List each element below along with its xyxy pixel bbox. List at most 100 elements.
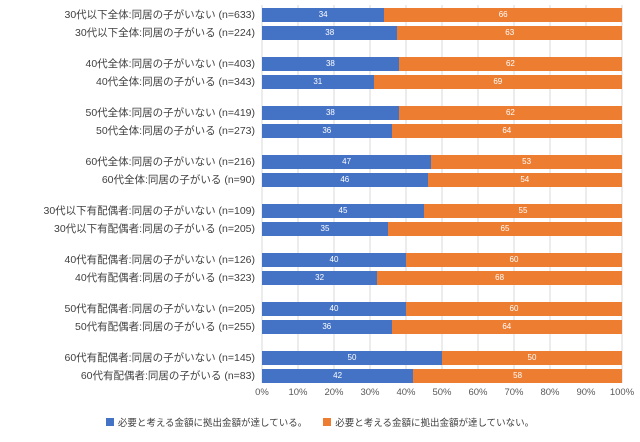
value-label: 45: [338, 206, 348, 215]
bar-row: 60代有配偶者:同居の子がいる (n=83) 42 58: [0, 369, 622, 383]
category-label: 60代有配偶者:同居の子がいない (n=145): [64, 352, 256, 364]
bar-segment-not-reached: 55: [424, 204, 622, 218]
bar-segment-reached: 31: [262, 75, 374, 89]
gridline: [549, 5, 551, 383]
stacked-bar: 45 55: [262, 204, 622, 218]
value-label: 36: [322, 126, 332, 135]
legend-swatch-icon: [323, 418, 332, 426]
bar-segment-not-reached: 50: [442, 351, 622, 365]
x-axis-tick: 40%: [396, 387, 416, 398]
bar-segment-not-reached: 58: [413, 369, 622, 383]
category-label: 50代全体:同居の子がいない (n=419): [85, 107, 256, 119]
bar-row: 50代有配偶者:同居の子がいない (n=205) 40 60: [0, 302, 622, 316]
bar-segment-not-reached: 62: [398, 57, 622, 71]
value-label: 38: [325, 108, 335, 117]
value-label: 50: [347, 353, 357, 362]
bar-segment-not-reached: 62: [398, 106, 622, 120]
gridline: [369, 5, 371, 383]
plot-area: 30代以下全体:同居の子がいない (n=633) 34 66 30代以下全体:同居の子…: [0, 5, 640, 383]
x-axis-tick: 60%: [468, 387, 488, 398]
category-label: 60代有配偶者:同居の子がいる (n=83): [80, 370, 255, 382]
bar-row: 60代全体:同居の子がいない (n=216) 47 53: [0, 155, 622, 169]
bar-segment-reached: 38: [262, 26, 398, 40]
x-axis-tick: 30%: [360, 387, 380, 398]
bar-segment-reached: 38: [262, 57, 399, 71]
value-label: 60: [509, 255, 519, 264]
gridline: [621, 5, 623, 383]
value-label: 40: [329, 304, 339, 313]
legend-item: 必要と考える金額に拠出金額が達している。: [105, 415, 308, 429]
bar-segment-reached: 50: [262, 351, 442, 365]
bar-segment-reached: 38: [262, 106, 399, 120]
x-axis-tick: 70%: [504, 387, 524, 398]
x-axis-tick: 20%: [324, 387, 344, 398]
value-label: 58: [513, 371, 523, 380]
gridline: [405, 5, 407, 383]
gridline: [477, 5, 479, 383]
bar-segment-not-reached: 69: [373, 75, 622, 89]
bar-row: 40代全体:同居の子がいない (n=403) 38 62: [0, 57, 622, 71]
value-label: 68: [495, 273, 505, 282]
bar-row: 50代全体:同居の子がいない (n=419) 38 62: [0, 106, 622, 120]
value-label: 42: [333, 371, 343, 380]
value-label: 69: [493, 77, 503, 86]
bar-segment-reached: 32: [262, 271, 378, 285]
bar-segment-reached: 36: [262, 320, 392, 334]
bar-row: 30代以下全体:同居の子がいる (n=224) 38 63: [0, 26, 622, 40]
legend-label: 必要と考える金額に拠出金額が達していない。: [335, 418, 535, 429]
legend-label: 必要と考える金額に拠出金額が達している。: [117, 418, 308, 429]
category-label: 60代全体:同居の子がいる (n=90): [101, 174, 255, 186]
gridline: [441, 5, 443, 383]
bar-segment-not-reached: 64: [391, 320, 622, 334]
value-label: 55: [518, 206, 528, 215]
bar-segment-not-reached: 53: [431, 155, 622, 169]
bar-row: 60代有配偶者:同居の子がいない (n=145) 50 50: [0, 351, 622, 365]
bar-row: 30代以下全体:同居の子がいない (n=633) 34 66: [0, 8, 622, 22]
value-label: 64: [502, 126, 512, 135]
legend-swatch-icon: [105, 418, 114, 426]
value-label: 31: [313, 77, 323, 86]
stacked-bar: 40 60: [262, 302, 622, 316]
bar-segment-reached: 36: [262, 124, 392, 138]
category-label: 30代以下全体:同居の子がいる (n=224): [75, 27, 255, 39]
category-label: 40代全体:同居の子がいる (n=343): [96, 76, 255, 88]
bar-segment-reached: 42: [262, 369, 414, 383]
gridline: [261, 5, 263, 383]
stacked-bar: 32 68: [262, 271, 622, 285]
value-label: 47: [342, 157, 352, 166]
stacked-bar: 36 64: [262, 124, 622, 138]
x-axis-tick: 100%: [609, 387, 635, 398]
x-axis-tick: 10%: [288, 387, 308, 398]
value-label: 36: [322, 322, 332, 331]
bar-segment-not-reached: 63: [397, 26, 622, 40]
gridline: [513, 5, 515, 383]
value-label: 65: [500, 224, 510, 233]
x-axis-tick: 80%: [540, 387, 560, 398]
stacked-bar: 42 58: [262, 369, 622, 383]
stacked-bar: 35 65: [262, 222, 622, 236]
value-label: 46: [340, 175, 350, 184]
stacked-bar: 31 69: [262, 75, 622, 89]
stacked-bar: 46 54: [262, 173, 622, 187]
stacked-bar: 38 63: [262, 26, 622, 40]
bar-segment-not-reached: 54: [427, 173, 622, 187]
stacked-bar: 38 62: [262, 106, 622, 120]
x-axis-tick: 90%: [576, 387, 596, 398]
value-label: 34: [318, 10, 328, 19]
category-label: 50代全体:同居の子がいる (n=273): [96, 125, 255, 137]
bar-row: 60代全体:同居の子がいる (n=90) 46 54: [0, 173, 622, 187]
x-axis-tick: 0%: [255, 387, 269, 398]
stacked-bar: 36 64: [262, 320, 622, 334]
bar-segment-not-reached: 60: [406, 302, 622, 316]
value-label: 60: [509, 304, 519, 313]
bar-segment-reached: 34: [262, 8, 385, 22]
gridline: [333, 5, 335, 383]
bar-row: 30代以下有配偶者:同居の子がいる (n=205) 35 65: [0, 222, 622, 236]
gridline: [585, 5, 587, 383]
stacked-bar: 50 50: [262, 351, 622, 365]
bar-segment-reached: 40: [262, 253, 406, 267]
value-label: 32: [315, 273, 325, 282]
value-label: 38: [325, 59, 335, 68]
gridline: [297, 5, 299, 383]
bar-segment-reached: 40: [262, 302, 406, 316]
